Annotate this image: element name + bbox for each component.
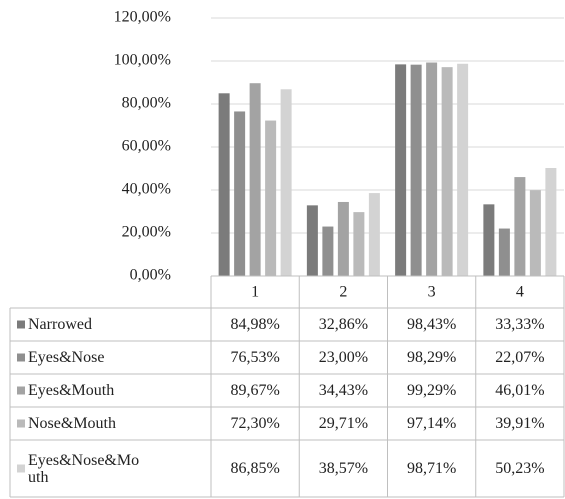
bar	[306, 205, 318, 276]
data-table-value: 97,14%	[407, 415, 456, 432]
data-table-value: 22,07%	[495, 349, 544, 366]
data-table-value: 23,00%	[319, 349, 368, 366]
data-table-value: 98,71%	[407, 460, 456, 477]
y-tick-label: 40,00%	[122, 181, 171, 198]
bar	[265, 120, 277, 277]
bar	[218, 93, 230, 276]
data-table-value: 34,43%	[319, 382, 368, 399]
x-tick-label: 2	[339, 284, 347, 301]
data-table-value: 33,33%	[495, 316, 544, 333]
legend-swatch	[17, 353, 25, 362]
legend-swatch	[17, 464, 25, 473]
x-tick-label: 1	[251, 284, 259, 301]
data-table-value: 32,86%	[319, 316, 368, 333]
legend-swatch	[17, 386, 25, 395]
bar	[441, 67, 453, 276]
bar	[234, 111, 246, 276]
bar	[337, 201, 349, 276]
bar	[322, 226, 334, 276]
legend-cell: Eyes&Mouth	[28, 374, 208, 407]
data-table-value: 76,53%	[230, 349, 279, 366]
x-tick-label: 3	[428, 284, 436, 301]
bar	[410, 64, 422, 276]
bar	[545, 168, 557, 276]
legend-label: Eyes&Nose&Mouth	[28, 451, 140, 486]
y-tick-label: 0,00%	[130, 267, 171, 284]
legend-cell: Narrowed	[28, 308, 208, 341]
bar	[353, 212, 365, 276]
legend-cell: Eyes&Nose&Mouth	[28, 440, 208, 497]
legend-label: Nose&Mouth	[28, 415, 116, 432]
x-tick-label: 4	[516, 284, 524, 301]
bar	[395, 64, 407, 276]
data-table-value: 99,29%	[407, 382, 456, 399]
y-tick-label: 80,00%	[122, 95, 171, 112]
bar	[280, 89, 292, 277]
data-table-value: 39,91%	[495, 415, 544, 432]
legend-label-box: Eyes&Nose&Mouth	[28, 440, 208, 497]
bar	[498, 228, 510, 276]
legend-label-box: Eyes&Nose	[28, 341, 208, 374]
data-table-value: 89,67%	[230, 382, 279, 399]
legend-label-box: Eyes&Mouth	[28, 374, 208, 407]
data-table-value: 86,85%	[230, 460, 279, 477]
legend-label-box: Narrowed	[28, 308, 208, 341]
bar	[514, 177, 526, 276]
bar	[529, 190, 541, 276]
bar	[249, 83, 261, 276]
data-table-value: 84,98%	[230, 316, 279, 333]
y-tick-label: 120,00%	[114, 9, 171, 26]
data-table-value: 98,43%	[407, 316, 456, 333]
bar	[457, 63, 469, 276]
y-tick-label: 60,00%	[122, 138, 171, 155]
legend-cell: Nose&Mouth	[28, 407, 208, 440]
bar	[426, 62, 438, 276]
bar	[368, 193, 380, 276]
data-table-value: 38,57%	[319, 460, 368, 477]
data-table-value: 72,30%	[230, 415, 279, 432]
legend-label: Narrowed	[28, 316, 92, 333]
legend-label: Eyes&Nose	[28, 349, 105, 366]
y-tick-label: 100,00%	[114, 52, 171, 69]
legend-label: Eyes&Mouth	[28, 382, 115, 399]
legend-swatch	[17, 320, 25, 329]
bar	[483, 204, 495, 276]
data-table-value: 29,71%	[319, 415, 368, 432]
legend-cell: Eyes&Nose	[28, 341, 208, 374]
data-table-value: 98,29%	[407, 349, 456, 366]
data-table-value: 50,23%	[495, 460, 544, 477]
legend-label-box: Nose&Mouth	[28, 407, 208, 440]
y-tick-label: 20,00%	[122, 224, 171, 241]
data-table-value: 46,01%	[495, 382, 544, 399]
legend-swatch	[17, 419, 25, 428]
